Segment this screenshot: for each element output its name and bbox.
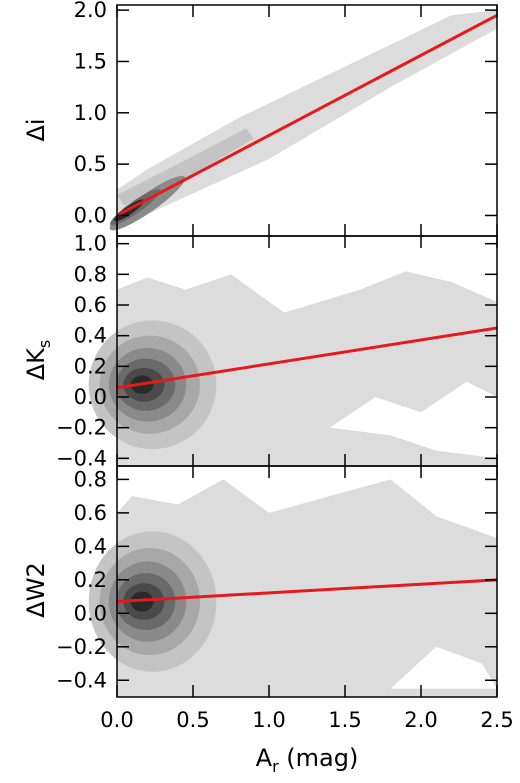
axis-ticks: −0.4 −0.2 0.0 0.2 0.4 0.6 0.8 1.0 xyxy=(56,232,498,470)
contour-gap xyxy=(329,381,497,459)
y-tick-label: 0.5 xyxy=(74,152,107,176)
fit-line xyxy=(116,578,498,604)
y-tick-label: −0.2 xyxy=(56,416,107,440)
y-tick-label: 0.8 xyxy=(74,262,107,286)
y-tick-label: 0.8 xyxy=(74,467,107,491)
panel-delta-i: 0.0 0.5 1.0 1.5 2.0 Δi xyxy=(22,0,498,237)
panel-delta-w2: −0.4 −0.2 0.0 0.2 0.4 0.6 0.8 ΔW2 xyxy=(22,465,498,698)
y-tick-label: 0.4 xyxy=(74,324,107,348)
y-tick-label: 0.6 xyxy=(74,293,107,317)
y-axis-label: Δi xyxy=(22,118,50,141)
y-axis-label-sub: s xyxy=(35,340,54,348)
contour-outer xyxy=(117,479,497,697)
y-tick-label: 0.2 xyxy=(74,354,107,378)
y-tick-label: 1.5 xyxy=(74,49,107,73)
y-tick-label: 0.0 xyxy=(74,601,107,625)
x-axis-ticks: 0.0 0.5 1.0 1.5 2.0 2.5 xyxy=(100,708,513,732)
contour-level xyxy=(117,128,254,206)
y-tick-label: 1.0 xyxy=(74,232,107,256)
y-tick-label: 0.2 xyxy=(74,568,107,592)
fit-line xyxy=(116,326,498,390)
x-tick-label: 1.0 xyxy=(252,708,285,732)
y-axis-label: ΔKs xyxy=(22,340,54,381)
y-tick-label: 1.0 xyxy=(74,101,107,125)
y-tick-label: −0.4 xyxy=(56,668,107,692)
density-contours xyxy=(88,271,497,466)
contour-outer xyxy=(117,10,497,228)
y-axis-label: ΔW2 xyxy=(22,562,50,617)
axis-ticks: −0.4 −0.2 0.0 0.2 0.4 0.6 0.8 xyxy=(56,466,498,697)
y-tick-label: −0.2 xyxy=(56,635,107,659)
y-tick-label: 0.4 xyxy=(74,534,107,558)
fit-line xyxy=(116,13,498,217)
plot-frame xyxy=(116,465,498,698)
x-axis-label-main: A xyxy=(256,744,273,772)
x-axis-label-unit: (mag) xyxy=(279,744,359,772)
density-contours xyxy=(109,10,497,231)
x-tick-label: 2.0 xyxy=(404,708,437,732)
panel-delta-ks: −0.4 −0.2 0.0 0.2 0.4 0.6 0.8 1.0 ΔKs xyxy=(22,232,498,470)
density-contours xyxy=(88,479,497,697)
x-tick-label: 0.0 xyxy=(100,708,133,732)
x-axis-label-sub: r xyxy=(272,757,279,776)
x-axis-label: Ar (mag) xyxy=(256,744,359,776)
y-tick-label: 0.0 xyxy=(74,203,107,227)
x-tick-label: 2.5 xyxy=(480,708,513,732)
y-tick-label: 2.0 xyxy=(74,0,107,22)
y-tick-label: 0.6 xyxy=(74,501,107,525)
x-tick-label: 0.5 xyxy=(176,708,209,732)
axis-ticks: 0.0 0.5 1.0 1.5 2.0 xyxy=(74,0,498,236)
contour-gap xyxy=(390,646,497,689)
y-tick-label: −0.4 xyxy=(56,446,107,470)
x-tick-label: 1.5 xyxy=(328,708,361,732)
y-axis-label-main: ΔK xyxy=(22,347,50,380)
y-tick-label: 0.0 xyxy=(74,385,107,409)
